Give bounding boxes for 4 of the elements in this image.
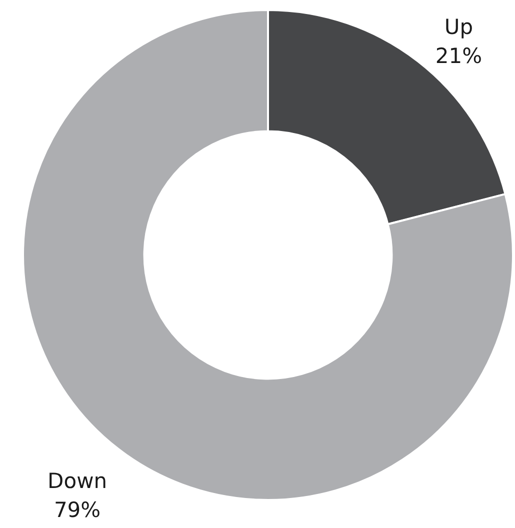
slice-label: Up [444,14,474,39]
data-label: 21% [435,44,482,68]
data-label: 79% [54,498,101,522]
slice-label: Down [48,468,108,493]
